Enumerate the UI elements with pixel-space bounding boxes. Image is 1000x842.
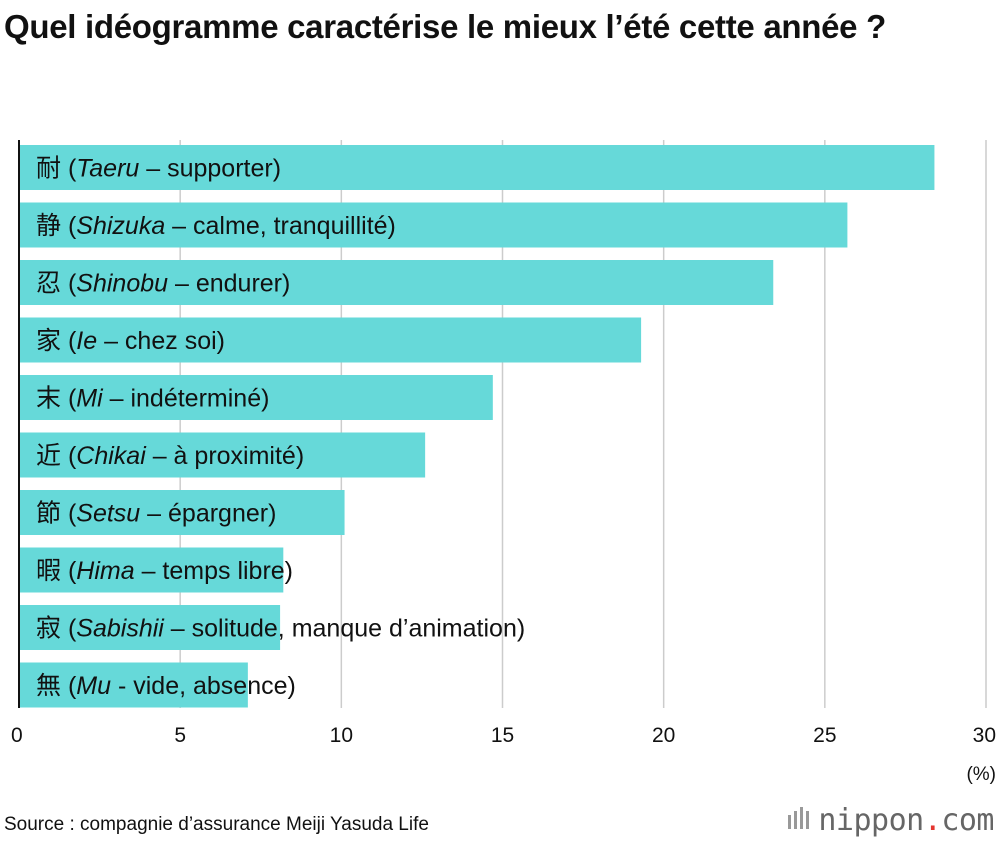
bar-label-meaning: – calme, tranquillité) xyxy=(165,212,396,240)
bar-label-7: 節 (Setsu – épargner) xyxy=(36,500,276,528)
bar-label-romaji: Shizuka xyxy=(76,212,165,240)
nippon-logo: nippon.com xyxy=(786,803,994,838)
bar-label-romaji: Ie xyxy=(76,327,97,355)
bar-1 xyxy=(19,145,935,190)
bars xyxy=(19,145,935,708)
bar-label-kanji: 忍 ( xyxy=(36,270,77,298)
bar-label-meaning: - vide, absence) xyxy=(111,672,296,700)
bar-label-kanji: 耐 ( xyxy=(36,155,77,183)
bar-label-romaji: Mu xyxy=(76,672,111,700)
bar-labels: 耐 (Taeru – supporter) 静 (Shizuka – calme,… xyxy=(36,155,525,701)
bar-label-meaning: – endurer) xyxy=(168,270,290,298)
logo-main: nippon xyxy=(818,802,924,838)
bar-5 xyxy=(19,375,493,420)
bar-label-kanji: 寂 ( xyxy=(36,615,77,643)
bar-label-kanji: 無 ( xyxy=(36,672,77,700)
logo-dot: . xyxy=(923,802,942,838)
bar-label-4: 家 (Ie – chez soi) xyxy=(36,327,225,355)
x-tick-label-25: 25 xyxy=(813,724,836,747)
bar-label-meaning: – solitude, manque d’animation) xyxy=(164,615,525,643)
bar-6 xyxy=(19,432,426,478)
bar-label-2: 静 (Shizuka – calme, tranquillité) xyxy=(36,212,396,240)
bar-label-6: 近 (Chikai – à proximité) xyxy=(36,442,304,470)
x-tick-labels: 0 5 10 15 20 25 30 xyxy=(11,724,996,747)
bar-2 xyxy=(19,202,848,248)
chart-title: Quel idéogramme caractérise le mieux l’é… xyxy=(4,8,886,45)
bar-label-9: 寂 (Sabishii – solitude, manque d’animati… xyxy=(36,615,525,643)
bar-label-kanji: 家 ( xyxy=(36,327,77,355)
bar-4 xyxy=(19,317,642,363)
bar-label-romaji: Setsu xyxy=(76,500,140,528)
x-tick-label-10: 10 xyxy=(330,724,353,747)
bar-label-romaji: Sabishii xyxy=(76,615,165,643)
bar-label-romaji: Mi xyxy=(76,385,104,413)
bar-label-romaji: Taeru xyxy=(76,155,139,183)
bar-label-1: 耐 (Taeru – supporter) xyxy=(36,155,281,183)
bar-label-romaji: Shinobu xyxy=(76,270,168,298)
bar-label-meaning: – supporter) xyxy=(139,155,281,183)
bar-label-kanji: 近 ( xyxy=(36,442,77,470)
bar-3 xyxy=(19,260,774,305)
bar-label-meaning: – indéterminé) xyxy=(103,385,270,413)
bar-label-10: 無 (Mu - vide, absence) xyxy=(36,672,296,700)
bar-label-kanji: 静 ( xyxy=(36,212,77,240)
x-tick-label-30: 30 xyxy=(973,724,996,747)
bar-label-romaji: Chikai xyxy=(76,442,147,470)
bar-9 xyxy=(19,605,281,650)
x-tick-label-15: 15 xyxy=(491,724,514,747)
bar-8 xyxy=(19,547,284,593)
bar-label-5: 末 (Mi – indéterminé) xyxy=(36,385,269,413)
x-tick-label-5: 5 xyxy=(174,724,186,747)
bar-label-kanji: 節 ( xyxy=(36,500,77,528)
logo-wordmark: nippon.com xyxy=(818,803,994,838)
bar-label-meaning: – chez soi) xyxy=(97,327,225,355)
bar-label-meaning: – temps libre) xyxy=(135,557,293,585)
logo-tld: com xyxy=(941,802,994,838)
x-tick-label-0: 0 xyxy=(11,724,23,747)
x-axis-unit-label: (%) xyxy=(966,764,996,785)
x-tick-label-20: 20 xyxy=(652,724,675,747)
bar-label-kanji: 末 ( xyxy=(36,385,77,413)
logo-bars-icon xyxy=(788,807,810,829)
source-note: Source : compagnie d’assurance Meiji Yas… xyxy=(4,814,429,835)
bar-label-8: 暇 (Hima – temps libre) xyxy=(36,557,293,585)
bar-chart: 耐 (Taeru – supporter) 静 (Shizuka – calme,… xyxy=(11,140,996,785)
bar-10 xyxy=(19,662,248,708)
bar-7 xyxy=(19,490,345,535)
bar-label-romaji: Hima xyxy=(76,557,134,585)
bar-label-meaning: – épargner) xyxy=(140,500,276,528)
bar-label-meaning: – à proximité) xyxy=(146,442,304,470)
bar-label-3: 忍 (Shinobu – endurer) xyxy=(36,270,290,298)
bar-label-kanji: 暇 ( xyxy=(36,557,77,585)
